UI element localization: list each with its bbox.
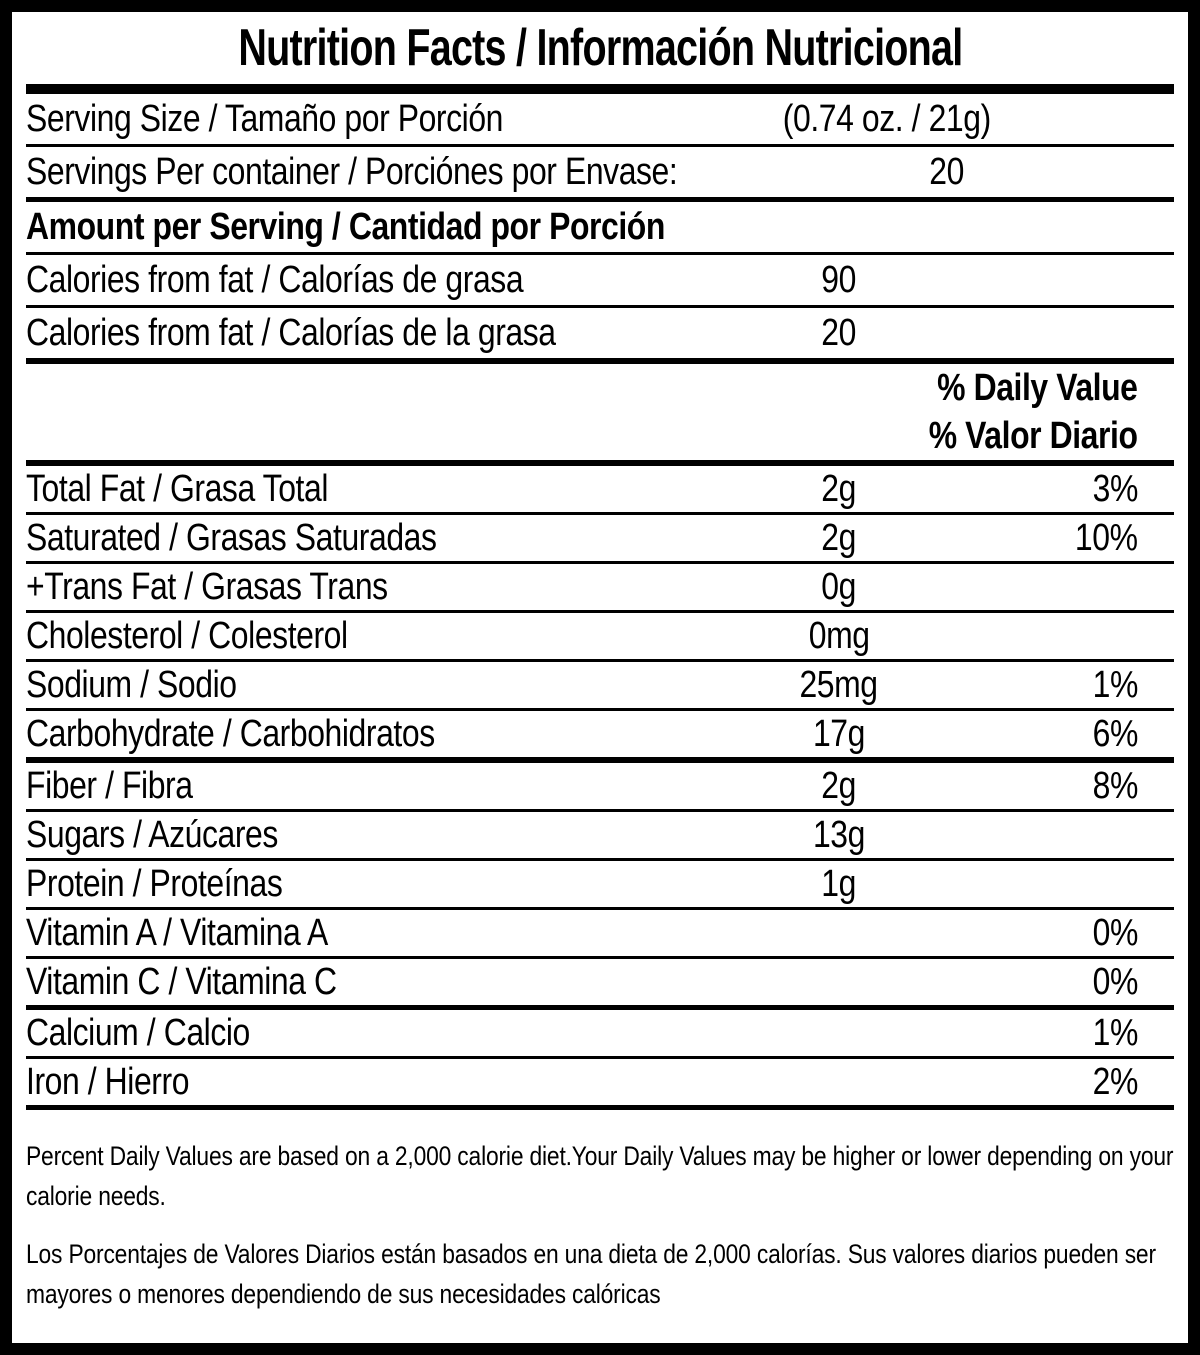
row-calories-from-fat-1: Calories from fat / Calorías de grasa 90 (26, 255, 1174, 305)
row-total-fat: Total Fat / Grasa Total 2g 3% (26, 466, 1174, 512)
serving-size-label: Serving Size / Tamaño por Porción (26, 97, 504, 140)
label-title: Nutrition Facts / Información Nutriciona… (26, 12, 1174, 84)
rule (26, 358, 1174, 364)
rule (26, 561, 1174, 564)
nutrient-amount: 1g (821, 862, 857, 905)
row-sugars: Sugars / Azúcares 13g (26, 812, 1174, 858)
rule (26, 659, 1174, 662)
nutrient-label: Vitamin C / Vitamina C (26, 960, 337, 1003)
row-saturated-fat: Saturated / Grasas Saturadas 2g 10% (26, 515, 1174, 561)
row-calories-from-fat-2: Calories from fat / Calorías de la grasa… (26, 308, 1174, 358)
nutrient-percent: 0% (1092, 911, 1139, 954)
nutrient-percent: 8% (1092, 764, 1139, 807)
nutrient-label: Saturated / Grasas Saturadas (26, 516, 437, 559)
nutrient-label: Calcium / Calcio (26, 1011, 250, 1054)
row-iron: Iron / Hierro 2% (26, 1059, 1174, 1105)
daily-value-header-block: % Daily Value % Valor Diario (26, 364, 1174, 460)
nutrient-label: Cholesterol / Colesterol (26, 614, 348, 657)
rule (26, 1005, 1174, 1010)
rule (26, 708, 1174, 711)
nutrient-label: Total Fat / Grasa Total (26, 467, 329, 510)
row-amount-per-serving-header: Amount per Serving / Cantidad por Porció… (26, 202, 1174, 252)
nutrient-amount: 25mg (799, 663, 879, 706)
rule (26, 460, 1174, 466)
nutrient-label: Iron / Hierro (26, 1060, 190, 1103)
row-trans-fat: +Trans Fat / Grasas Trans 0g (26, 564, 1174, 610)
row-serving-size: Serving Size / Tamaño por Porción (0.74 … (26, 94, 1174, 144)
servings-per-container-value: 20 (929, 150, 964, 193)
rule (26, 907, 1174, 910)
amount-per-serving-header: Amount per Serving / Cantidad por Porció… (26, 205, 665, 248)
row-calcium: Calcium / Calcio 1% (26, 1010, 1174, 1056)
servings-per-container-label: Servings Per container / Porciónes por E… (26, 150, 678, 193)
nutrient-amount: 17g (812, 712, 866, 755)
row-servings-per-container: Servings Per container / Porciónes por E… (26, 147, 1174, 197)
rule (26, 956, 1174, 959)
rule (26, 305, 1174, 308)
title-divider-bar (26, 84, 1174, 94)
calories-value: 90 (821, 258, 857, 301)
daily-value-header-es: % Valor Diario (929, 415, 1138, 457)
nutrient-percent: 2% (1092, 1060, 1139, 1103)
nutrient-amount: 2g (821, 516, 857, 559)
nutrient-amount (694, 961, 984, 1004)
nutrient-percent: 1% (1092, 1011, 1139, 1054)
rule (26, 757, 1174, 763)
rule (26, 858, 1174, 861)
rule (26, 252, 1174, 255)
row-sodium: Sodium / Sodio 25mg 1% (26, 662, 1174, 708)
row-carbohydrate: Carbohydrate / Carbohidratos 17g 6% (26, 711, 1174, 757)
daily-value-header-en: % Daily Value (937, 367, 1139, 409)
row-cholesterol: Cholesterol / Colesterol 0mg (26, 613, 1174, 659)
nutrient-amount: 2g (821, 467, 857, 510)
nutrient-percent: 10% (1075, 516, 1138, 559)
nutrient-percent: 6% (1092, 712, 1139, 755)
nutrient-label: Vitamin A / Vitamina A (26, 911, 328, 954)
nutrient-percent (984, 566, 1174, 609)
calories-value: 20 (821, 311, 857, 354)
rule (26, 809, 1174, 812)
nutrient-percent (984, 863, 1174, 906)
row-fiber: Fiber / Fibra 2g 8% (26, 763, 1174, 809)
nutrient-amount (694, 912, 984, 955)
label-title-text: Nutrition Facts / Información Nutriciona… (237, 19, 963, 77)
nutrient-label: Fiber / Fibra (26, 764, 193, 807)
serving-size-value: (0.74 oz. / 21g) (783, 97, 991, 140)
nutrient-percent: 1% (1092, 663, 1139, 706)
nutrient-amount: 13g (812, 813, 866, 856)
nutrient-amount: 0mg (808, 614, 870, 657)
rule (26, 144, 1174, 147)
calories-label: Calories from fat / Calorías de grasa (26, 258, 524, 301)
nutrient-percent (984, 814, 1174, 857)
nutrient-amount (694, 1012, 984, 1055)
nutrient-amount: 0g (821, 565, 857, 608)
nutrient-amount: 2g (821, 764, 857, 807)
nutrient-label: +Trans Fat / Grasas Trans (26, 565, 388, 608)
nutrient-amount (694, 1061, 984, 1104)
row-vitamin-a: Vitamin A / Vitamina A 0% (26, 910, 1174, 956)
rule (26, 1056, 1174, 1059)
footnote-spanish: Los Porcentajes de Valores Diarios están… (26, 1239, 1156, 1309)
row-vitamin-c: Vitamin C / Vitamina C 0% (26, 959, 1174, 1005)
footnotes: Percent Daily Values are based on a 2,00… (26, 1136, 1174, 1314)
rule (26, 1105, 1174, 1110)
nutrient-label: Sodium / Sodio (26, 663, 237, 706)
nutrient-percent: 3% (1092, 467, 1139, 510)
nutrient-label: Protein / Proteínas (26, 862, 283, 905)
nutrient-label: Sugars / Azúcares (26, 813, 278, 856)
rule (26, 197, 1174, 202)
nutrient-label: Carbohydrate / Carbohidratos (26, 712, 435, 755)
calories-label: Calories from fat / Calorías de la grasa (26, 311, 556, 354)
rule (26, 512, 1174, 515)
rule (26, 610, 1174, 613)
nutrient-percent: 0% (1092, 960, 1139, 1003)
row-protein: Protein / Proteínas 1g (26, 861, 1174, 907)
footnote-english: Percent Daily Values are based on a 2,00… (26, 1141, 1174, 1211)
nutrient-percent (984, 615, 1174, 658)
